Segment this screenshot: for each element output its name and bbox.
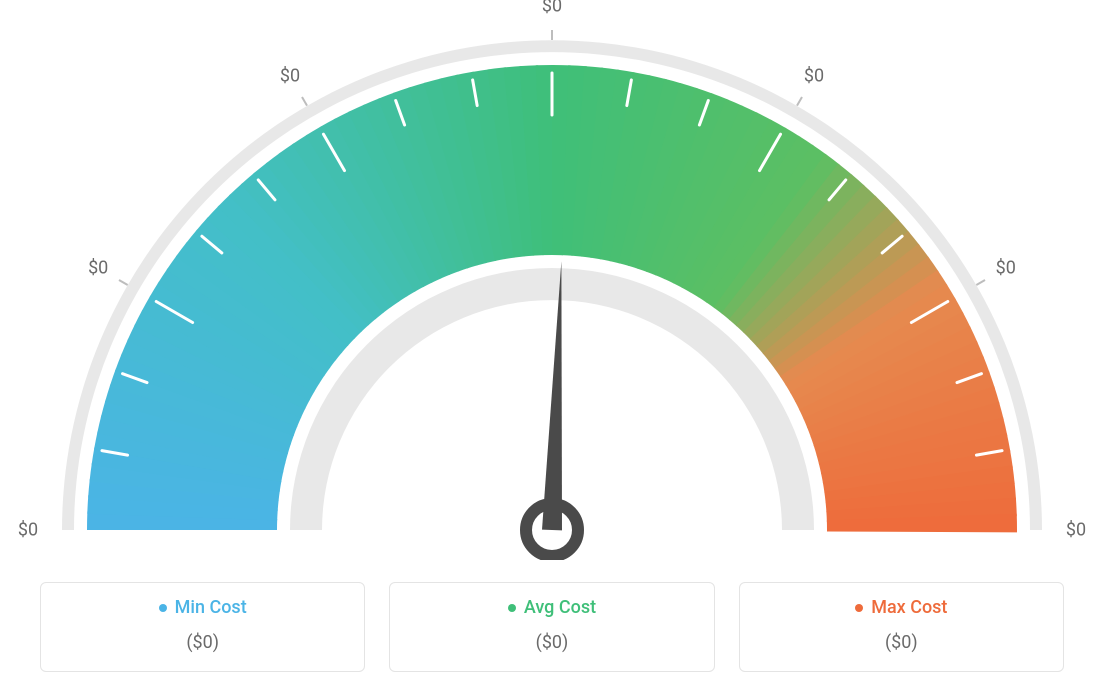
gauge-tick-label: $0 xyxy=(280,66,300,87)
legend-label-avg: Avg Cost xyxy=(524,597,596,618)
legend-value-avg: ($0) xyxy=(400,632,703,653)
gauge-tick-label: $0 xyxy=(996,258,1016,279)
legend-card-avg: Avg Cost ($0) xyxy=(389,582,714,673)
legend-dot-avg xyxy=(508,604,516,612)
legend-value-max: ($0) xyxy=(750,632,1053,653)
legend-card-min: Min Cost ($0) xyxy=(40,582,365,673)
legend-card-max: Max Cost ($0) xyxy=(739,582,1064,673)
legend-label-max: Max Cost xyxy=(871,597,947,618)
legend-dot-max xyxy=(855,604,863,612)
gauge-chart: $0 $0 $0 $0 $0 $0 $0 xyxy=(0,0,1104,560)
legend-title-avg: Avg Cost xyxy=(508,597,596,618)
gauge-svg xyxy=(0,0,1104,560)
legend-label-min: Min Cost xyxy=(175,597,247,618)
gauge-tick-label: $0 xyxy=(1066,520,1086,541)
legend-value-min: ($0) xyxy=(51,632,354,653)
cost-gauge-widget: $0 $0 $0 $0 $0 $0 $0 Min Cost ($0) Avg Cost ($… xyxy=(0,0,1104,690)
gauge-tick-label: $0 xyxy=(542,0,562,17)
legend-dot-min xyxy=(159,604,167,612)
legend-row: Min Cost ($0) Avg Cost ($0) Max Cost ($0… xyxy=(40,582,1064,673)
legend-title-min: Min Cost xyxy=(159,597,247,618)
gauge-tick-label: $0 xyxy=(88,258,108,279)
gauge-tick-label: $0 xyxy=(804,66,824,87)
legend-title-max: Max Cost xyxy=(855,597,947,618)
gauge-tick-label: $0 xyxy=(18,520,38,541)
